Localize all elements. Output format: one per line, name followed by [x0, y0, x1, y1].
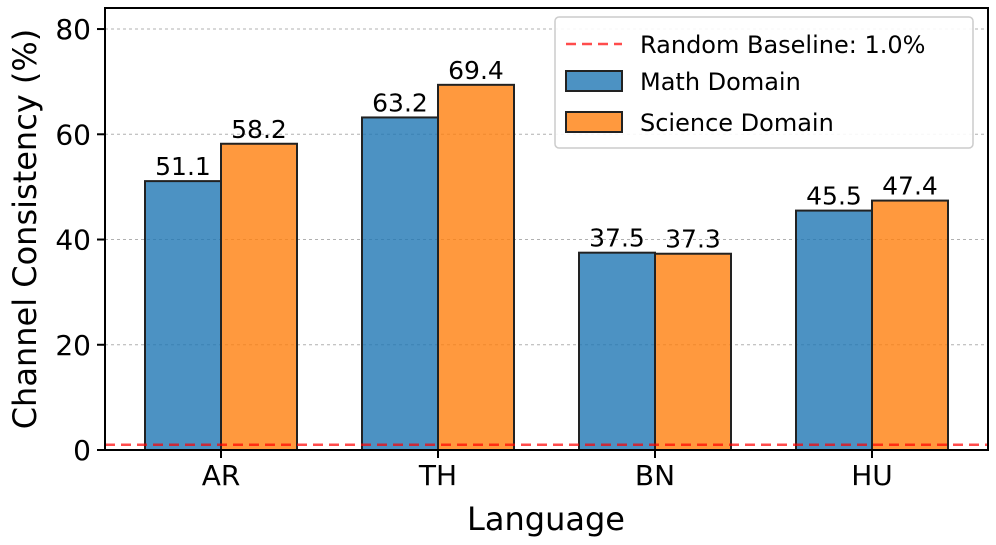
- legend-swatch-science: [565, 111, 623, 133]
- x-tick-label: HU: [851, 459, 893, 492]
- y-tick-label: 20: [55, 329, 91, 362]
- legend-swatch-math: [565, 70, 623, 92]
- y-tick-label: 60: [55, 118, 91, 151]
- bar-bn-science: [654, 252, 732, 451]
- data-labels: 51.1 58.2 63.2 69.4 37.5 37.3 45.5 47.4: [155, 56, 938, 254]
- legend-label-science: Science Domain: [640, 109, 834, 137]
- data-label: 37.3: [665, 225, 721, 254]
- y-axis-ticks: 0 20 40 60 80: [55, 13, 105, 467]
- bars: [144, 83, 949, 451]
- y-tick-label: 80: [55, 13, 91, 46]
- bar-hu-science: [871, 199, 949, 451]
- bar-th-math: [361, 116, 439, 451]
- data-label: 69.4: [448, 56, 504, 85]
- bar-bn-math: [578, 251, 656, 451]
- bar-th-science: [437, 83, 515, 451]
- data-label: 45.5: [806, 182, 862, 211]
- bar-ar-science: [220, 142, 298, 451]
- data-label: 63.2: [372, 88, 428, 117]
- data-label: 58.2: [231, 115, 287, 144]
- plot-frame: [104, 7, 989, 451]
- x-axis-title: Language: [467, 500, 625, 538]
- bar-hu-math: [795, 209, 873, 451]
- legend-baseline-label: Random Baseline: 1.0%: [640, 31, 925, 59]
- bar-ar-math: [144, 180, 222, 451]
- x-axis-ticks: AR TH BN HU: [202, 450, 893, 492]
- legend-label-math: Math Domain: [640, 68, 801, 96]
- data-label: 37.5: [589, 224, 645, 253]
- x-tick-label: AR: [202, 459, 241, 492]
- y-tick-label: 40: [55, 224, 91, 257]
- y-tick-label: 0: [73, 434, 91, 467]
- legend-box: [554, 16, 974, 149]
- x-tick-label: BN: [635, 459, 675, 492]
- legend: Random Baseline: 1.0% Math Domain Science …: [554, 16, 974, 149]
- data-label: 47.4: [882, 172, 938, 201]
- y-axis-title: Channel Consistency (%): [6, 29, 44, 430]
- data-label: 51.1: [155, 152, 211, 181]
- x-tick-label: TH: [418, 459, 457, 492]
